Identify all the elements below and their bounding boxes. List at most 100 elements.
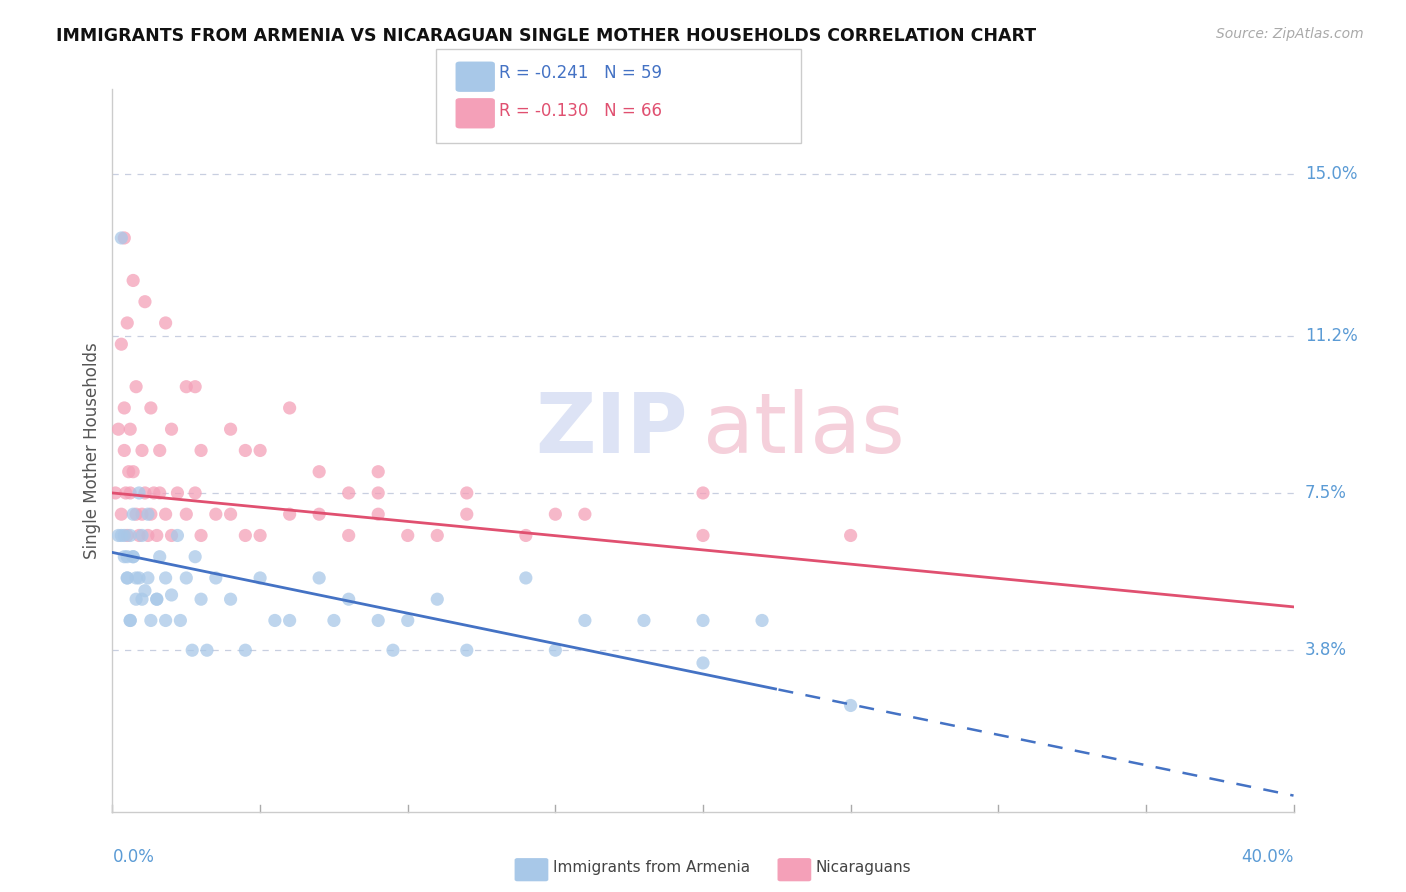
Point	[456, 643, 478, 657]
Point	[131, 592, 153, 607]
Point	[120, 614, 142, 628]
Point	[139, 401, 162, 415]
Point	[839, 698, 862, 713]
Point	[233, 443, 256, 458]
Point	[184, 549, 207, 564]
Point	[367, 465, 389, 479]
Point	[692, 528, 714, 542]
Point	[117, 316, 138, 330]
Point	[112, 401, 135, 415]
Point	[149, 443, 172, 458]
Point	[181, 643, 204, 657]
Point	[278, 507, 301, 521]
Point	[249, 443, 271, 458]
Point	[139, 507, 162, 521]
Point	[128, 528, 150, 542]
Point	[337, 486, 360, 500]
Point	[839, 528, 862, 542]
Point	[160, 588, 183, 602]
Point	[205, 507, 228, 521]
Point	[205, 571, 228, 585]
Point	[308, 465, 330, 479]
Point	[104, 486, 127, 500]
Text: 3.8%: 3.8%	[1305, 641, 1347, 659]
Point	[249, 571, 271, 585]
Point	[120, 528, 142, 542]
Point	[308, 571, 330, 585]
Point	[146, 592, 169, 607]
Point	[117, 571, 138, 585]
Point	[426, 528, 449, 542]
Point	[396, 528, 419, 542]
Point	[120, 422, 142, 436]
Point	[110, 337, 132, 351]
Text: atlas: atlas	[703, 389, 904, 470]
Text: 0.0%: 0.0%	[112, 847, 155, 866]
Point	[174, 380, 197, 394]
Point	[166, 528, 188, 542]
Point	[396, 614, 419, 628]
Point	[128, 571, 150, 585]
Point	[125, 571, 148, 585]
Point	[149, 549, 172, 564]
Point	[125, 507, 148, 521]
Point	[184, 486, 207, 500]
Point	[134, 294, 156, 309]
Point	[174, 571, 197, 585]
Point	[382, 643, 405, 657]
Point	[160, 422, 183, 436]
Point	[544, 507, 567, 521]
Point	[337, 592, 360, 607]
Point	[308, 507, 330, 521]
Point	[110, 528, 132, 542]
Point	[142, 486, 165, 500]
Point	[456, 486, 478, 500]
Point	[233, 643, 256, 657]
Text: 11.2%: 11.2%	[1305, 326, 1357, 344]
Point	[155, 316, 177, 330]
Y-axis label: Single Mother Households: Single Mother Households	[83, 343, 101, 558]
Text: ZIP: ZIP	[536, 389, 689, 470]
Point	[107, 422, 129, 436]
Point	[219, 592, 242, 607]
Point	[751, 614, 773, 628]
Point	[118, 465, 141, 479]
Point	[692, 656, 714, 670]
Point	[190, 528, 212, 542]
Text: R = -0.130   N = 66: R = -0.130 N = 66	[499, 103, 662, 120]
Point	[367, 614, 389, 628]
Point	[323, 614, 346, 628]
Point	[264, 614, 287, 628]
Point	[107, 528, 129, 542]
Point	[337, 528, 360, 542]
Point	[195, 643, 218, 657]
Point	[190, 592, 212, 607]
Text: Nicaraguans: Nicaraguans	[815, 860, 911, 874]
Point	[249, 528, 271, 542]
Point	[112, 231, 135, 245]
Point	[125, 380, 148, 394]
Point	[160, 528, 183, 542]
Point	[574, 507, 596, 521]
Point	[544, 643, 567, 657]
Point	[219, 507, 242, 521]
Point	[112, 528, 135, 542]
Point	[117, 571, 138, 585]
Text: 40.0%: 40.0%	[1241, 847, 1294, 866]
Point	[122, 273, 145, 287]
Point	[117, 549, 138, 564]
Point	[131, 443, 153, 458]
Point	[139, 614, 162, 628]
Point	[122, 549, 145, 564]
Text: Immigrants from Armenia: Immigrants from Armenia	[553, 860, 749, 874]
Point	[136, 571, 159, 585]
Text: R = -0.241   N = 59: R = -0.241 N = 59	[499, 64, 662, 82]
Point	[155, 614, 177, 628]
Point	[184, 380, 207, 394]
Point	[367, 486, 389, 500]
Point	[219, 422, 242, 436]
Point	[190, 443, 212, 458]
Point	[120, 486, 142, 500]
Point	[149, 486, 172, 500]
Point	[515, 528, 537, 542]
